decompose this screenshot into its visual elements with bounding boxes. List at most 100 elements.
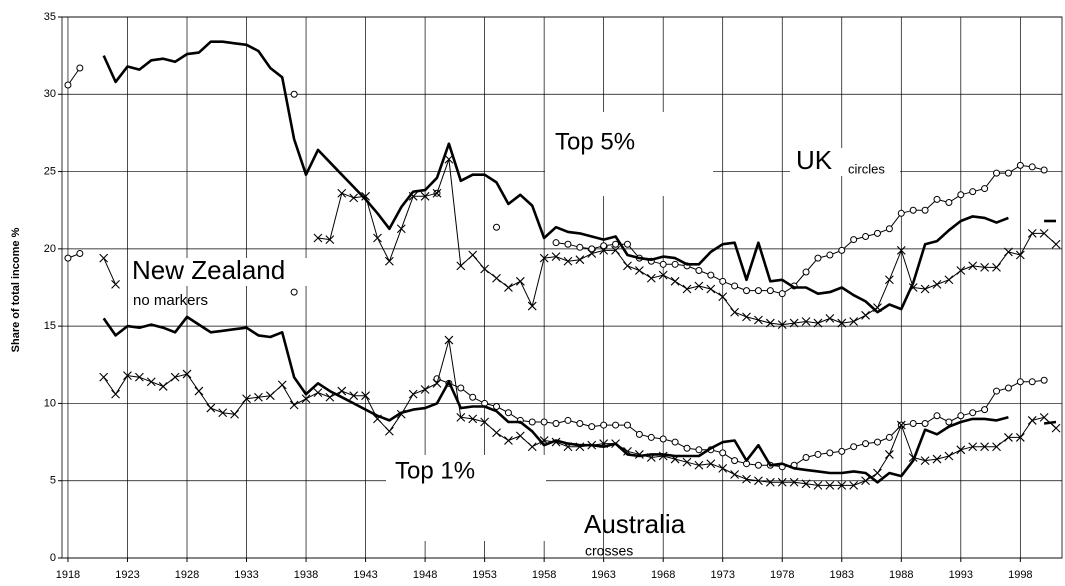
marker-circle: [600, 421, 608, 429]
marker-circle: [528, 418, 536, 426]
marker-circle: [754, 287, 762, 295]
marker-cross: [99, 372, 109, 382]
marker-cross: [908, 453, 918, 462]
marker-cross: [730, 470, 740, 479]
marker-cross: [551, 437, 561, 447]
marker-cross: [634, 450, 644, 459]
marker-cross: [873, 303, 882, 312]
marker-cross: [444, 154, 454, 164]
series-line: [436, 378, 1045, 468]
x-tick-label: 1978: [770, 569, 794, 581]
marker-cross: [1015, 250, 1025, 260]
x-tick-label: 1928: [175, 569, 199, 581]
marker-cross: [587, 440, 597, 450]
marker-cross: [313, 233, 323, 243]
marker-cross: [265, 391, 275, 401]
marker-circle: [862, 440, 870, 448]
marker-cross: [623, 261, 632, 271]
marker-circle: [647, 433, 655, 441]
marker-cross: [908, 283, 918, 292]
marker-cross: [789, 318, 799, 328]
marker-cross: [432, 378, 442, 388]
marker-circle: [564, 416, 572, 424]
marker-cross: [765, 318, 775, 328]
marker-cross: [789, 477, 799, 487]
x-tick-label: 1933: [234, 569, 258, 581]
marker-cross: [170, 372, 180, 382]
marker-circle: [838, 246, 846, 254]
y-tick-label: 15: [44, 320, 56, 332]
marker-circle: [612, 240, 620, 248]
marker-circle: [969, 188, 977, 196]
marker-cross: [492, 273, 501, 283]
marker-cross: [515, 276, 525, 286]
series-line: [103, 257, 117, 285]
marker-cross: [1039, 412, 1049, 422]
annotation: Australia: [584, 509, 686, 539]
marker-cross: [694, 281, 704, 291]
marker-cross: [444, 335, 454, 345]
marker-cross: [254, 392, 263, 402]
marker-cross: [361, 191, 370, 201]
marker-cross: [134, 372, 144, 382]
marker-cross: [1039, 229, 1049, 238]
y-tick-label: 0: [50, 552, 56, 564]
marker-circle: [850, 443, 858, 451]
marker-cross: [968, 261, 978, 271]
marker-cross: [980, 442, 990, 452]
marker-cross: [313, 388, 323, 397]
marker-cross: [980, 263, 990, 272]
marker-circle: [766, 287, 774, 295]
marker-cross: [813, 480, 823, 490]
marker-cross: [1027, 416, 1037, 425]
marker-cross: [456, 261, 466, 271]
marker-circle: [885, 433, 893, 441]
marker-circle: [576, 243, 584, 251]
marker-circle: [981, 185, 989, 193]
marker-cross: [599, 246, 609, 255]
marker-cross: [468, 414, 478, 424]
marker-circle: [64, 81, 72, 89]
marker-cross: [349, 391, 359, 401]
x-tick-label: 1923: [115, 569, 139, 581]
marker-circle: [743, 287, 751, 295]
marker-circle: [754, 461, 762, 469]
marker-cross: [1015, 433, 1025, 442]
marker-circle: [850, 236, 858, 244]
marker-cross: [658, 451, 668, 461]
marker-cross: [420, 191, 430, 201]
marker-cross: [539, 253, 549, 263]
x-tick-label: 1993: [949, 569, 973, 581]
annotation: Top 5%: [555, 128, 635, 155]
marker-circle: [612, 421, 620, 429]
marker-circle: [921, 206, 929, 214]
marker-cross: [884, 275, 894, 285]
marker-cross: [932, 280, 942, 289]
marker-cross: [706, 284, 716, 294]
marker-cross: [480, 417, 490, 427]
x-tick-label: 1958: [532, 569, 556, 581]
marker-cross: [730, 307, 740, 317]
marker-circle: [826, 449, 834, 457]
plot-frame: [61, 16, 1063, 559]
marker-cross: [99, 253, 109, 263]
marker-cross: [599, 439, 609, 449]
marker-circle: [981, 406, 989, 414]
marker-circle: [802, 268, 810, 276]
marker-circle: [576, 420, 584, 428]
marker-cross: [1051, 239, 1061, 249]
marker-cross: [634, 266, 644, 275]
marker-cross: [777, 320, 787, 329]
annotation-boxes: [128, 112, 900, 541]
marker-cross: [563, 442, 573, 452]
marker-circle: [1040, 166, 1048, 174]
marker-cross: [825, 314, 835, 323]
marker-circle: [588, 423, 596, 431]
marker-cross: [277, 380, 287, 390]
marker-circle: [588, 245, 596, 253]
marker-circle: [814, 450, 822, 458]
marker-circle: [1028, 378, 1036, 386]
marker-cross: [777, 477, 787, 487]
marker-circle: [778, 290, 786, 298]
marker-circle: [1016, 378, 1024, 386]
